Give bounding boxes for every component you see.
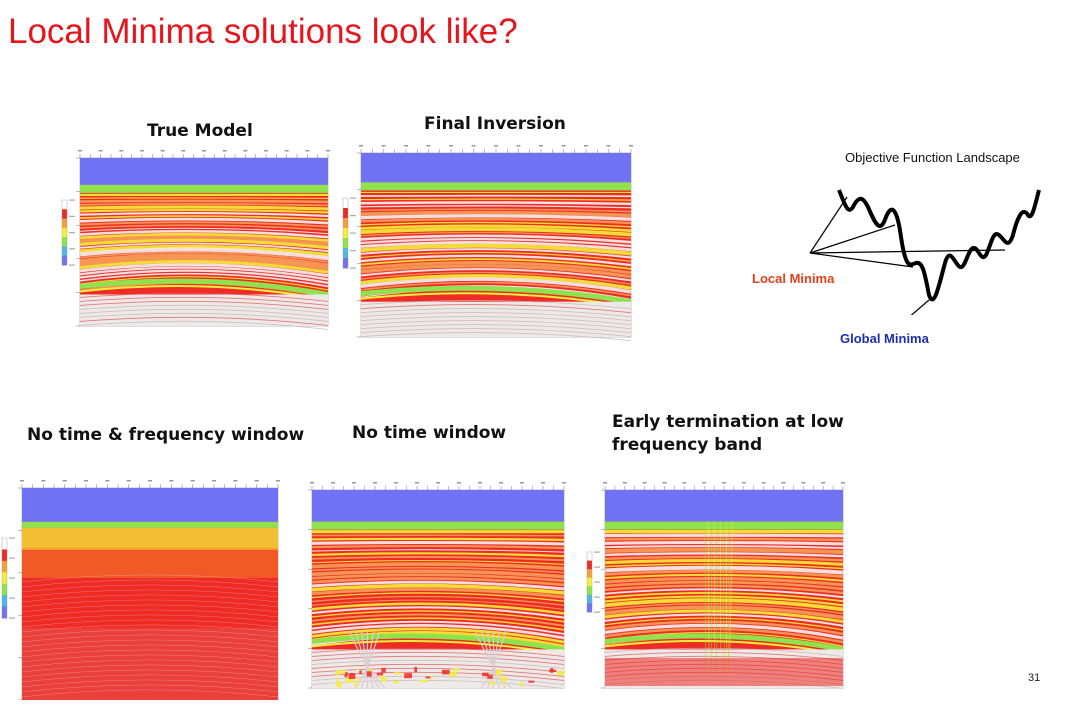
page-number: 31: [1028, 672, 1041, 684]
caption-early-term-line2: frequency band: [612, 435, 763, 455]
seismic-image-no-time: [308, 482, 566, 689]
global-minima-label: Global Minima: [840, 331, 929, 346]
caption-true-model: True Model: [147, 121, 253, 141]
caption-final-inversion: Final Inversion: [424, 114, 566, 134]
local-minima-label: Local Minima: [752, 271, 835, 286]
caption-early-term-line1: Early termination at low: [612, 412, 844, 432]
panel-no-time-freq: [0, 480, 285, 700]
panel-true-model: [56, 150, 336, 340]
panel-early-term: [583, 482, 845, 690]
landscape-title: Objective Function Landscape: [845, 150, 1020, 165]
seismic-image-early-term: [586, 482, 845, 689]
caption-no-time: No time window: [352, 423, 507, 443]
arrows-to-local-minima: [809, 196, 1006, 268]
objective-function-landscape: [809, 189, 1041, 315]
seismic-image-no-time-freq: [1, 480, 280, 700]
caption-early-term: Early termination at low frequency band: [612, 411, 844, 457]
objective-curve: [837, 189, 1041, 302]
panel-no-time: [296, 482, 568, 690]
seismic-image-true-model: [61, 150, 330, 330]
seismic-image-final-inversion: [342, 145, 633, 342]
arrow-to-global-minimum: [910, 299, 930, 315]
panel-final-inversion: [335, 143, 635, 343]
caption-no-time-freq: No time & frequency window: [27, 425, 305, 445]
slide-title: Local Minima solutions look like?: [8, 12, 518, 51]
